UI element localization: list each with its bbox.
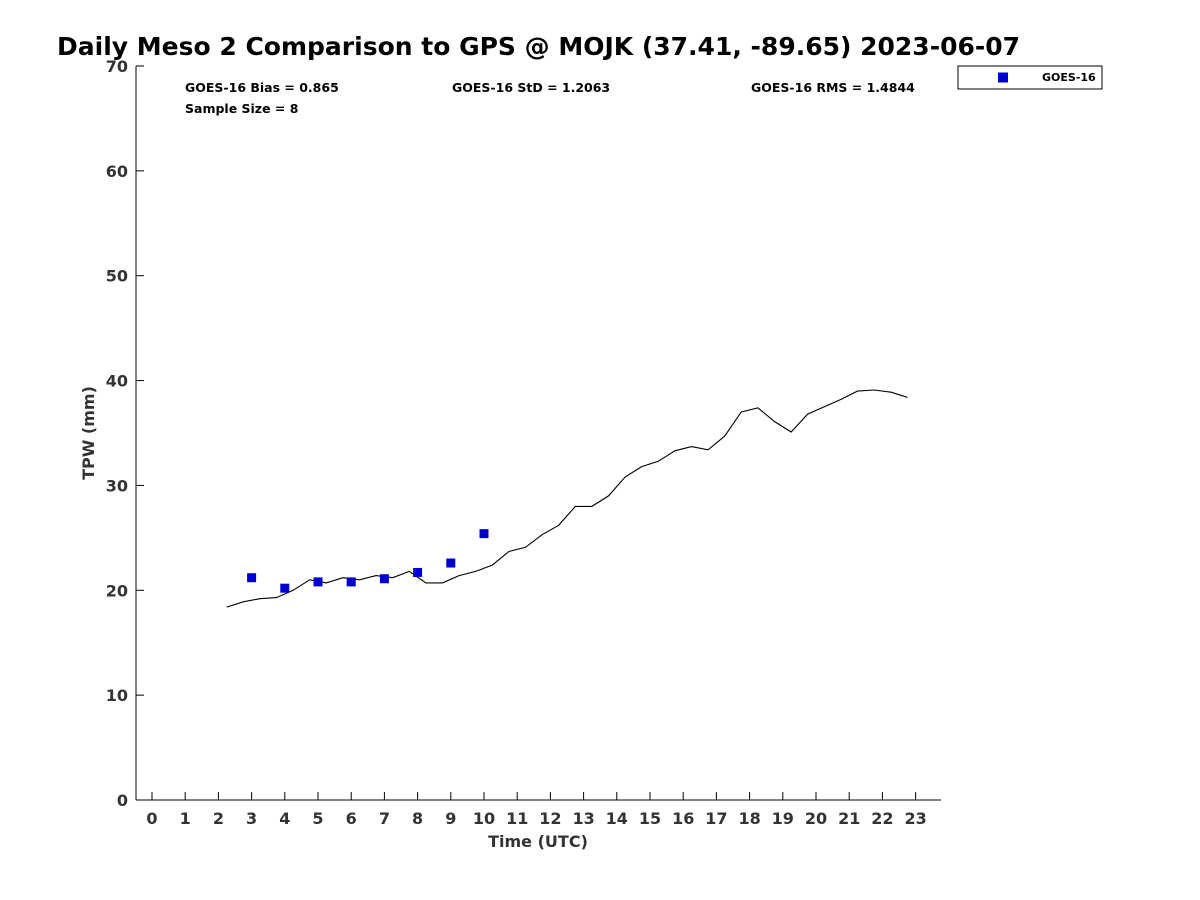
x-tick-label: 13 bbox=[572, 809, 594, 828]
x-tick-label: 0 bbox=[146, 809, 157, 828]
goes16-point bbox=[479, 529, 489, 539]
x-tick-label: 21 bbox=[838, 809, 860, 828]
bias-stat: GOES-16 Bias = 0.865 bbox=[185, 80, 339, 95]
x-tick-label: 16 bbox=[672, 809, 694, 828]
legend: GOES-16 bbox=[957, 65, 1103, 90]
sample-size-stat: Sample Size = 8 bbox=[185, 101, 298, 116]
x-axis-label: Time (UTC) bbox=[488, 832, 588, 851]
std-stat: GOES-16 StD = 1.2063 bbox=[452, 80, 610, 95]
axes bbox=[135, 66, 941, 801]
y-tick-label: 50 bbox=[106, 267, 128, 286]
legend-marker-goes16 bbox=[998, 72, 1008, 83]
x-tick-label: 3 bbox=[246, 809, 257, 828]
plot-area bbox=[226, 389, 908, 608]
x-tick-label: 14 bbox=[606, 809, 628, 828]
y-tick-label: 10 bbox=[106, 686, 128, 705]
y-tick-label: 40 bbox=[106, 372, 128, 391]
y-axis-label: TPW (mm) bbox=[79, 386, 98, 480]
y-tick-label: 60 bbox=[106, 162, 128, 181]
goes16-point bbox=[446, 558, 456, 568]
x-tick-label: 10 bbox=[473, 809, 495, 828]
x-tick-label: 12 bbox=[539, 809, 561, 828]
x-tick-label: 4 bbox=[279, 809, 290, 828]
legend-box bbox=[957, 65, 1103, 90]
x-tick-label: 23 bbox=[904, 809, 926, 828]
x-tick-label: 9 bbox=[445, 809, 456, 828]
chart-title: Daily Meso 2 Comparison to GPS @ MOJK (3… bbox=[57, 32, 1020, 61]
goes16-point bbox=[413, 567, 423, 577]
x-tick-label: 11 bbox=[506, 809, 528, 828]
x-tick-label: 1 bbox=[180, 809, 191, 828]
y-ticks: 0 10 20 30 40 50 60 70 bbox=[106, 57, 144, 810]
x-tick-label: 8 bbox=[412, 809, 423, 828]
x-tick-label: 18 bbox=[738, 809, 760, 828]
x-tick-label: 19 bbox=[772, 809, 794, 828]
x-tick-label: 17 bbox=[705, 809, 727, 828]
rms-stat: GOES-16 RMS = 1.4844 bbox=[751, 80, 915, 95]
x-tick-label: 7 bbox=[379, 809, 390, 828]
y-tick-label: 70 bbox=[106, 57, 128, 76]
goes16-point bbox=[280, 583, 290, 593]
x-tick-label: 6 bbox=[346, 809, 357, 828]
x-tick-label: 15 bbox=[639, 809, 661, 828]
legend-label-goes16: GOES-16 bbox=[1042, 71, 1096, 84]
y-tick-label: 20 bbox=[106, 581, 128, 600]
gps-tpw-line bbox=[226, 389, 908, 608]
goes16-point bbox=[247, 573, 257, 583]
goes16-point bbox=[313, 577, 323, 587]
x-ticks: 0 1 2 3 4 5 6 7 8 9 10 11 12 13 14 15 16 17 18 19 20 21 22 23 bbox=[146, 792, 927, 828]
y-tick-label: 30 bbox=[106, 476, 128, 495]
x-tick-label: 2 bbox=[213, 809, 224, 828]
goes16-point bbox=[379, 574, 389, 584]
x-tick-label: 20 bbox=[805, 809, 827, 828]
y-tick-label: 0 bbox=[117, 791, 128, 810]
x-tick-label: 5 bbox=[312, 809, 323, 828]
x-tick-label: 22 bbox=[871, 809, 893, 828]
goes16-point bbox=[346, 577, 356, 587]
